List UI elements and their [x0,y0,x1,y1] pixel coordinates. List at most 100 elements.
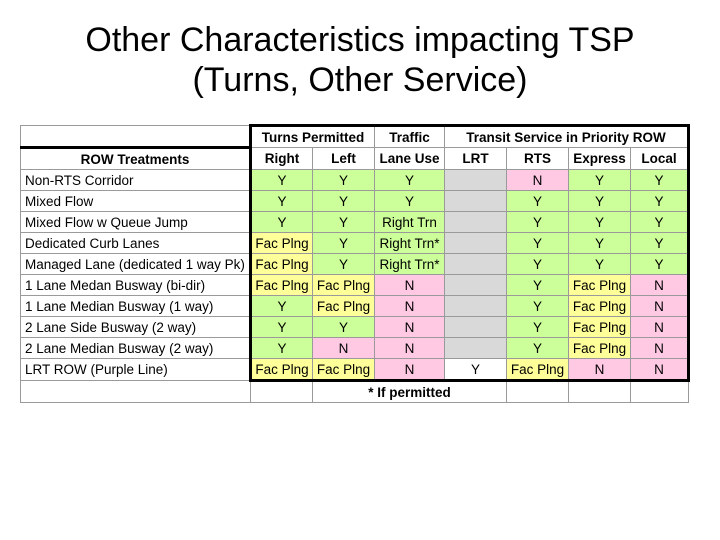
header-rts: RTS [506,147,570,170]
express-cell: Y [568,190,632,212]
local-cell: Y [630,232,691,254]
header-row-treatments: ROW Treatments [20,146,251,170]
table-row: 2 Lane Side Busway (2 way) Y Y N Y Fac Plng N [20,316,691,338]
traffic-lane-use-cell: Right Trn [374,211,446,233]
left-cell: Y [311,232,376,254]
row-treatment-name: LRT ROW (Purple Line) [20,358,251,381]
table-row: 1 Lane Median Busway (1 way) Y Fac Plng N Y F… [20,295,691,317]
footnote-blank-cell [568,380,632,403]
row-treatment-name: Dedicated Curb Lanes [20,232,251,254]
traffic-lane-use-cell: Y [374,169,446,191]
row-treatment-name: 1 Lane Medan Busway (bi-dir) [20,274,251,296]
rts-cell: N [506,169,570,191]
table-row: Non-RTS Corridor Y Y Y N Y Y [20,169,691,191]
right-cell: Fac Plng [249,232,313,254]
footnote-blank-cell [20,380,251,403]
traffic-lane-use-cell: N [374,295,446,317]
row-treatment-name: Mixed Flow w Queue Jump [20,211,251,233]
table-row: Managed Lane (dedicated 1 way Pk) Fac Pln… [20,253,691,275]
footnote-blank-cell [506,380,570,403]
right-cell: Y [249,211,313,233]
traffic-lane-use-cell: Y [374,190,446,212]
express-cell: Y [568,253,632,275]
rts-cell: Y [506,337,570,359]
local-cell: N [630,358,691,382]
local-cell: Y [630,253,691,275]
row-treatment-name: 2 Lane Median Busway (2 way) [20,337,251,359]
rts-cell: Y [506,211,570,233]
left-cell: Fac Plng [311,358,376,382]
slide-title-line-1: Other Characteristics impacting TSP [85,21,635,59]
header-transit-service: Transit Service in Priority ROW [444,124,691,148]
row-treatment-name: Mixed Flow [20,190,251,212]
header-lrt: LRT [444,147,508,170]
header-local: Local [630,147,691,170]
lrt-cell [444,337,508,359]
right-cell: Y [249,337,313,359]
rts-cell: Fac Plng [506,358,570,382]
left-cell: Fac Plng [311,295,376,317]
express-cell: Fac Plng [568,316,632,338]
header-turns-permitted: Turns Permitted [248,124,376,148]
left-cell: Y [311,316,376,338]
slide-title: Other Characteristics impacting TSP (Tur… [0,20,720,100]
lrt-cell [444,190,508,212]
local-cell: N [630,274,691,296]
lrt-cell [444,169,508,191]
header-traffic: Traffic [374,124,446,148]
footnote-blank-cell [630,380,690,403]
left-cell: Y [311,253,376,275]
row-treatment-name: 2 Lane Side Busway (2 way) [20,316,251,338]
tsp-characteristics-table: Turns Permitted Traffic Transit Service … [20,124,691,403]
header-row: ROW Treatments Right Left Lane Use LRT R… [20,146,691,170]
express-cell: Y [568,211,632,233]
left-cell: N [311,337,376,359]
local-cell: N [630,295,691,317]
footnote: * If permitted [311,380,508,403]
express-cell: N [568,358,632,382]
local-cell: Y [630,169,691,191]
table-row: Mixed Flow w Queue Jump Y Y Right Trn Y Y Y [20,211,691,233]
lrt-cell [444,211,508,233]
lrt-cell: Y [444,358,508,382]
lrt-cell [444,232,508,254]
header-traffic-lane-use: Lane Use [374,147,446,170]
rts-cell: Y [506,274,570,296]
right-cell: Fac Plng [249,274,313,296]
traffic-lane-use-cell: N [374,274,446,296]
table-row: Dedicated Curb Lanes Fac Plng Y Right Trn* Y… [20,232,691,254]
header-right: Right [249,147,313,170]
express-cell: Fac Plng [568,274,632,296]
header-left: Left [311,147,376,170]
left-cell: Fac Plng [311,274,376,296]
footnote-blank-cell [250,380,313,403]
traffic-lane-use-cell: N [374,358,446,382]
local-cell: Y [630,190,691,212]
rts-cell: Y [506,232,570,254]
footnote-row: * If permitted [20,380,690,403]
slide-title-line-2: (Turns, Other Service) [192,61,528,99]
local-cell: N [630,316,691,338]
lrt-cell [444,253,508,275]
table-row: 2 Lane Median Busway (2 way) Y N N Y Fac Plng… [20,337,691,359]
right-cell: Y [249,169,313,191]
traffic-lane-use-cell: Right Trn* [374,253,446,275]
rts-cell: Y [506,253,570,275]
express-cell: Y [568,169,632,191]
table-row: LRT ROW (Purple Line) Fac Plng Fac Plng N Y F… [20,358,691,382]
express-cell: Fac Plng [568,337,632,359]
lrt-cell [444,274,508,296]
rts-cell: Y [506,190,570,212]
right-cell: Y [249,295,313,317]
right-cell: Fac Plng [249,253,313,275]
header-blank-cell [20,125,251,148]
table-row: 1 Lane Medan Busway (bi-dir) Fac Plng Fac … [20,274,691,296]
row-treatment-name: Non-RTS Corridor [20,169,251,191]
rts-cell: Y [506,295,570,317]
traffic-lane-use-cell: Right Trn* [374,232,446,254]
header-express: Express [568,147,632,170]
local-cell: N [630,337,691,359]
header-group-row: Turns Permitted Traffic Transit Service … [20,124,691,148]
right-cell: Fac Plng [249,358,313,382]
left-cell: Y [311,169,376,191]
